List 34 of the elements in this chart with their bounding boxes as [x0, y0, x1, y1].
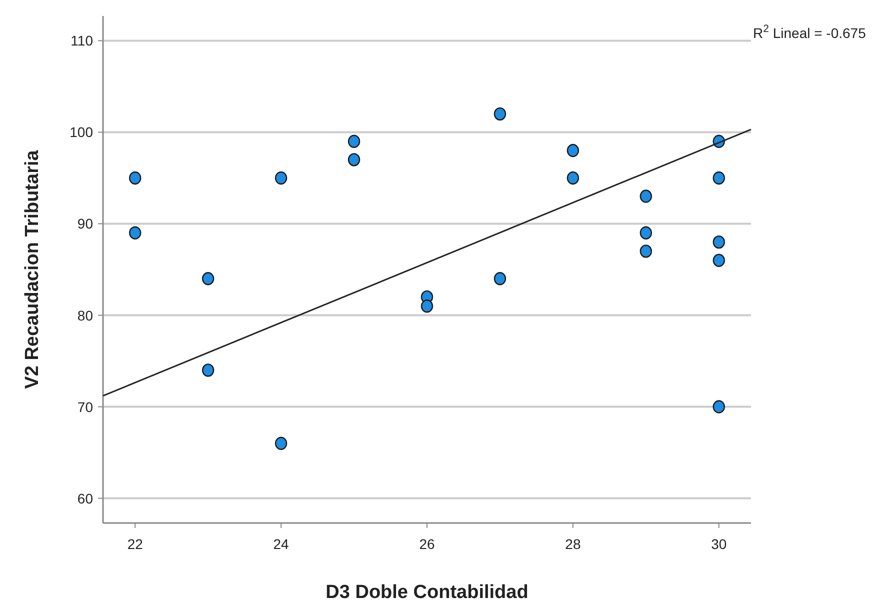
point — [640, 226, 652, 240]
point — [640, 190, 652, 203]
y-tick-label: 70 — [77, 398, 94, 415]
point — [129, 171, 142, 185]
point — [640, 244, 652, 258]
y-axis-title: V2 Recaudacion Tributaria — [22, 150, 43, 389]
x-axis-title: D3 Doble Contabilidad — [326, 582, 528, 603]
point — [274, 171, 288, 185]
x-tick-label: 30 — [711, 536, 727, 552]
point — [566, 144, 580, 158]
point — [712, 254, 725, 267]
y-tick-label: 60 — [77, 490, 94, 506]
point — [420, 300, 434, 313]
point — [129, 226, 142, 240]
point — [202, 364, 214, 377]
y-tick-label: 110 — [70, 32, 94, 49]
point — [348, 153, 360, 166]
x-tick-label: 26 — [419, 536, 435, 552]
y-tick-label: 100 — [70, 124, 94, 140]
x-tick-label: 28 — [565, 536, 581, 552]
x-tick-label: 24 — [273, 536, 290, 552]
point — [202, 272, 214, 286]
point — [712, 235, 725, 249]
point — [712, 400, 725, 414]
point — [494, 272, 506, 286]
text: R$^{2}$ Lineal = -0.675 — [753, 23, 866, 41]
y-tick-label: 80 — [77, 307, 94, 324]
y-tick-label: 90 — [77, 216, 94, 232]
point — [494, 107, 506, 121]
point — [274, 436, 288, 450]
point — [712, 171, 725, 185]
x-tick-label: 22 — [127, 536, 144, 552]
point — [348, 134, 360, 148]
point — [566, 171, 580, 185]
